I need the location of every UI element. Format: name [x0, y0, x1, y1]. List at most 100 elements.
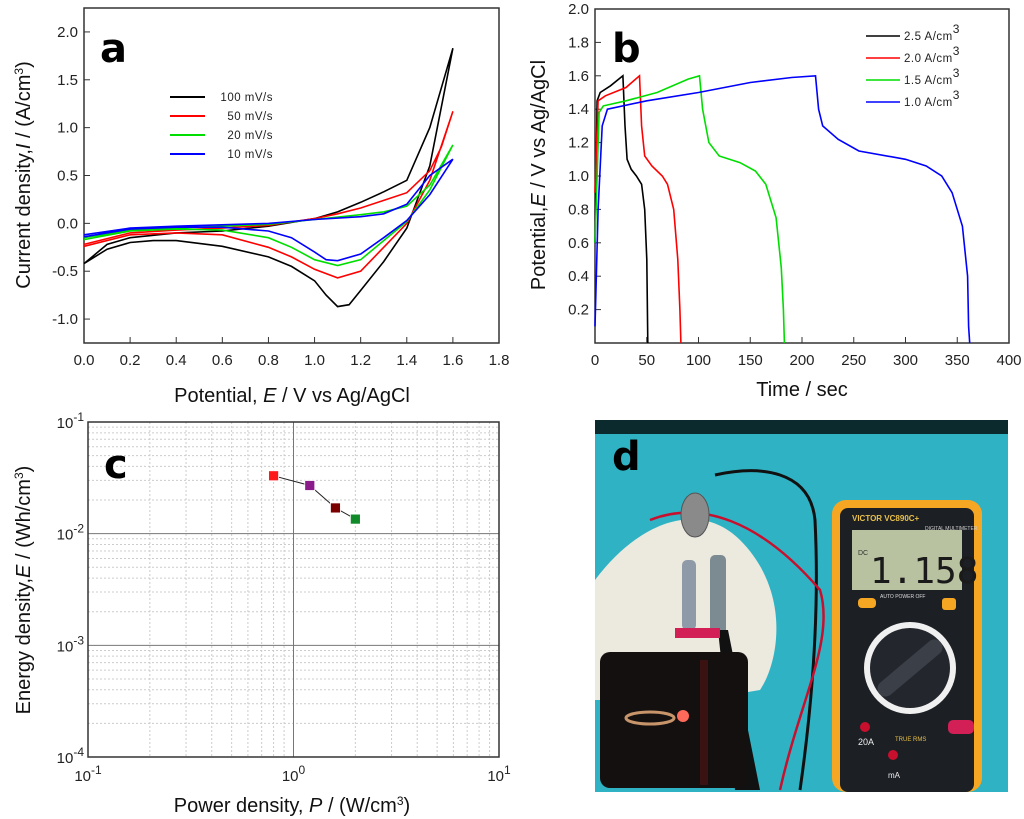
x-tick-label: 0 [591, 352, 599, 369]
label-part: I [13, 143, 35, 149]
y-tick-label: 10-1 [57, 410, 85, 432]
label-part: 10 [57, 415, 74, 432]
red-probe-guard [675, 628, 720, 638]
y-tick-label: 1.8 [568, 34, 589, 51]
y-tick-label: 10-3 [57, 633, 85, 655]
y-tick-label: 1.4 [568, 101, 589, 118]
x-tick-label: 400 [996, 352, 1021, 369]
y-tick-label: 10-2 [57, 522, 85, 544]
series-line-10-mv-s [83, 158, 454, 262]
y-tick-label: 0.8 [568, 201, 589, 218]
photo-top-edge [595, 420, 1008, 434]
label-part: 3 [953, 88, 960, 102]
meter-20a-label: 20A [858, 737, 874, 747]
label-part: / V vs Ag/AgCl [528, 60, 550, 193]
label-part: / V vs Ag/AgCl [276, 385, 409, 407]
label-part: 0 [299, 763, 306, 777]
x-tick-label: 1.8 [489, 352, 510, 369]
inset-led-glow [677, 710, 689, 722]
x-tick-label: 0.0 [74, 352, 95, 369]
series-line-1-0-a-cm [594, 74, 971, 344]
label-part: 1.5 A/cm [904, 75, 953, 87]
x-tick-label: 100 [686, 352, 711, 369]
x-axis-label: Time / sec [756, 379, 848, 401]
y-tick-label: 10-4 [57, 745, 85, 767]
x-tick-label: 0.2 [120, 352, 141, 369]
y-tick-label: 2.0 [57, 24, 78, 41]
label-part: 10 [282, 768, 299, 785]
y-tick-label: -0.5 [52, 263, 78, 280]
y-tick-label: 0.4 [568, 268, 589, 285]
x-axis-label: Potential, E / V vs Ag/AgCl [174, 385, 410, 407]
label-part: ) [404, 795, 411, 817]
meter-ma-port [888, 750, 898, 760]
data-point [349, 513, 361, 525]
meter-true-rms: TRUE RMS [895, 737, 926, 743]
y-tick-label: 1.2 [568, 135, 589, 152]
label-part: 3 [953, 66, 960, 80]
y-tick-label: 1.0 [568, 168, 589, 185]
meter-ma-label: mA [888, 771, 901, 780]
label-part: / (A/cm [13, 75, 35, 144]
panel-label-b: b [612, 26, 641, 72]
y-tick-label: -1.0 [52, 311, 78, 328]
panel-label-c: c [104, 442, 128, 488]
x-tick-label: 250 [841, 352, 866, 369]
label-part: 10 [57, 638, 74, 655]
label-part: 3 [397, 794, 404, 808]
panel-label-d: d [612, 434, 641, 480]
panel-a-cv-chart: 0.0 0.2 0.4 0.6 0.8 1.0 1.2 1.4 1.6 1.8 -1.0 -0.5 0.… [12, 7, 510, 407]
label-part: 1 [504, 763, 511, 777]
label-part: / (Wh/cm [13, 479, 35, 565]
x-tick-label: 150 [738, 352, 763, 369]
black-probe [710, 555, 726, 635]
y-tick-label: 1.5 [57, 72, 78, 89]
legend-entry: 2.5 A/cm3 [904, 22, 960, 43]
meter-hold-button [942, 598, 956, 610]
legend-entry: 2.0 A/cm3 [904, 44, 960, 65]
x-tick-label: 1.2 [350, 352, 371, 369]
inset-red-light [700, 660, 708, 785]
coin-cell [680, 492, 710, 538]
data-point [304, 480, 316, 491]
label-part: E [528, 193, 550, 207]
series-line-2-0-a-cm [594, 74, 682, 344]
y-tick-label: 0.6 [568, 235, 589, 252]
x-tick-label: 1.0 [304, 352, 325, 369]
label-part: Power density, [174, 795, 309, 817]
label-part: ) [13, 466, 35, 473]
label-part: E [263, 385, 277, 407]
panel-d-photo: VICTOR VC890C+ DIGITAL MULTIMETER DC 1.1… [595, 420, 1008, 792]
x-tick-label: 0.4 [166, 352, 187, 369]
meter-20a-port [860, 722, 870, 732]
y-axis-label: Current density,I / (A/cm3) [12, 61, 35, 289]
meter-mode: DC [858, 550, 868, 557]
label-part: 3 [953, 22, 960, 36]
label-part: -3 [73, 633, 84, 647]
inset-coin-cell [624, 710, 676, 726]
x-tick-label: 200 [789, 352, 814, 369]
data-point [330, 502, 341, 514]
panel-label-a: a [100, 26, 127, 72]
series-line-1-5-a-cm [594, 74, 786, 344]
meter-red-plug [948, 720, 974, 734]
y-tick-label: 0.5 [57, 168, 78, 185]
legend-entry: 100 mV/s [220, 92, 273, 104]
y-tick-label: 0.0 [57, 215, 78, 232]
x-tick-label: 100 [282, 763, 306, 785]
x-tick-label: 101 [487, 763, 511, 785]
label-part: 10 [57, 527, 74, 544]
x-tick-label: 350 [945, 352, 970, 369]
label-part: ) [13, 61, 35, 68]
label-part: 2.0 A/cm [904, 53, 953, 65]
x-tick-label: 1.6 [442, 352, 463, 369]
label-part: 10 [74, 768, 91, 785]
legend-entry: 50 mV/s [227, 111, 273, 123]
label-part: Potential, [174, 385, 263, 407]
red-probe [682, 560, 696, 630]
series-line-2-5-a-cm [594, 74, 649, 344]
label-part: 3 [12, 68, 26, 75]
y-tick-label: 1.6 [568, 68, 589, 85]
